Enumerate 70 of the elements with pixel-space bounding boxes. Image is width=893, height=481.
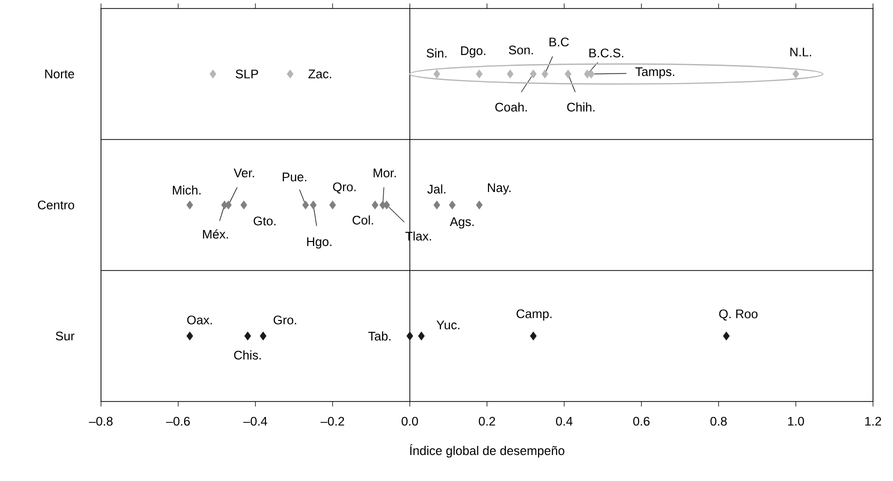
x-tick-label: 0.6: [633, 416, 650, 426]
point: [506, 70, 514, 78]
series-label: Gro.: [274, 316, 296, 324]
text: Mor.: [374, 168, 396, 178]
y-tick-label: Centro: [38, 200, 74, 210]
point: [418, 332, 425, 340]
point: [186, 332, 194, 340]
point: [433, 200, 440, 210]
series-label: Dgo.: [461, 46, 486, 58]
point: [186, 200, 194, 210]
point: [542, 70, 548, 78]
series-label: Zac.: [308, 70, 332, 78]
series-label: Camp.: [516, 309, 552, 321]
series-label: Ver.: [234, 168, 254, 178]
x-tick-label: –0.8: [88, 416, 113, 426]
point: [406, 332, 414, 340]
x-tick-label: 1.2: [865, 416, 882, 426]
series-label: Qro.: [333, 182, 356, 194]
point: [240, 200, 248, 210]
point: [286, 70, 294, 78]
series-label: Nay.: [488, 183, 510, 195]
x-tick-label: –0.4: [243, 416, 268, 426]
text: Hgo.: [307, 237, 332, 249]
series-label: B.C: [550, 38, 569, 46]
x-tick-label: 0.2: [478, 416, 496, 426]
series-label: Yuc.: [436, 320, 460, 330]
x-tick-label: 0.8: [710, 416, 727, 426]
point: [530, 70, 537, 78]
point: [530, 332, 537, 340]
series-label: Mich.: [172, 185, 201, 195]
series-label: Tab.: [368, 331, 390, 341]
text: Tamps.: [635, 67, 674, 79]
point: [210, 70, 216, 78]
point: [476, 200, 483, 210]
series-label: Oax.: [187, 316, 212, 324]
point: [260, 332, 266, 340]
point: [476, 70, 483, 78]
point: [792, 70, 800, 78]
series-label: Chis.: [234, 350, 261, 360]
point: [564, 70, 572, 78]
point: [372, 200, 378, 210]
text: Coah.: [495, 102, 527, 112]
x-tick-label: –0.6: [166, 416, 190, 426]
x-tick-label: 0.4: [556, 416, 572, 426]
point: [433, 70, 440, 78]
series-label: N.L.: [790, 48, 812, 56]
point: [722, 332, 730, 340]
x-axis-title: Índice global de desempeño: [410, 444, 564, 458]
point: [448, 200, 456, 210]
series-label: Q. Roo: [719, 309, 758, 321]
series-label: Méx.: [203, 229, 228, 239]
y-tick-label: Sur: [56, 332, 74, 340]
series-label: SLP: [236, 70, 258, 78]
series-label: B.C.S.: [589, 48, 624, 58]
point: [329, 200, 336, 210]
y-tick-label: Norte: [45, 70, 74, 78]
series-label: Ags.: [450, 217, 474, 229]
series-label: Chih.: [567, 102, 594, 112]
series-label: Jal.: [427, 184, 446, 194]
point: [302, 200, 309, 210]
x-tick-label: 0.0: [402, 416, 418, 426]
series-label: Gto.: [254, 216, 276, 226]
point: [244, 332, 252, 340]
series-label: Pue.: [282, 172, 306, 182]
series-label: Son.: [508, 46, 533, 54]
x-tick-label: 1.0: [788, 416, 804, 426]
point: [310, 200, 317, 210]
series-label: Col.: [352, 215, 374, 225]
series-label: Sin.: [426, 48, 446, 58]
x-tick-label: –0.2: [320, 416, 344, 426]
